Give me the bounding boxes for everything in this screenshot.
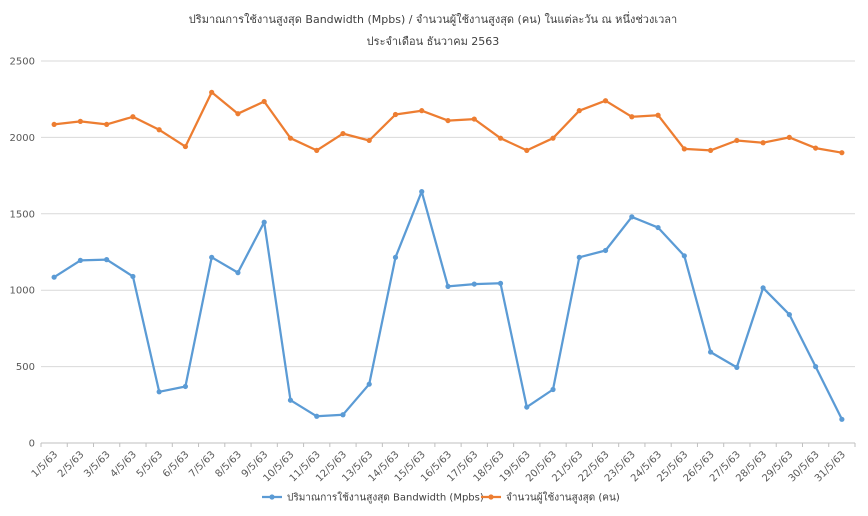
data-point [261, 219, 267, 225]
y-tick-label: 1500 [10, 209, 35, 220]
data-point [130, 273, 136, 280]
data-point [839, 416, 845, 422]
data-point [576, 108, 582, 114]
data-point [445, 117, 451, 124]
data-point [51, 121, 57, 128]
data-point [497, 280, 504, 286]
data-point [366, 381, 372, 387]
data-point [497, 135, 504, 141]
data-point [471, 281, 477, 287]
legend: ปริมาณการใช้งานสูงสุด Bandwidth (Mpbs) จำ… [262, 492, 620, 504]
data-point [760, 140, 766, 146]
chart-title: ปริมาณการใช้งานสูงสุด Bandwidth (Mpbs) /… [189, 11, 677, 26]
data-point [681, 146, 687, 152]
data-point [602, 247, 609, 254]
data-point [524, 404, 530, 410]
data-point [813, 364, 819, 370]
data-point [419, 108, 425, 114]
data-point [209, 254, 215, 260]
data-point [681, 253, 687, 259]
data-point [77, 118, 83, 124]
data-point [786, 134, 792, 140]
data-point [104, 121, 110, 128]
y-tick-label: 500 [16, 362, 35, 373]
data-point [760, 285, 766, 291]
data-point [445, 283, 451, 289]
data-point [340, 412, 346, 418]
data-point [209, 89, 215, 95]
data-point [629, 214, 635, 220]
data-point [524, 147, 530, 153]
data-point [419, 189, 425, 195]
legend-label: ปริมาณการใช้งานสูงสุด Bandwidth (Mpbs) [287, 492, 484, 504]
data-point [392, 254, 399, 260]
data-point [314, 147, 320, 153]
data-point [340, 130, 346, 137]
series-1 [51, 189, 845, 422]
series-line [53, 190, 843, 420]
legend-entry: จำนวนผู้ใช้งานสูงสุด (คน) [481, 492, 620, 504]
gridlines [41, 60, 855, 444]
data-point [287, 135, 294, 141]
series-2 [51, 89, 845, 156]
data-point [550, 386, 556, 393]
y-tick-label: 2000 [10, 133, 35, 144]
x-tick-label: 7/5/63 [187, 449, 218, 480]
data-point [550, 135, 556, 141]
data-point [366, 137, 372, 144]
data-point [786, 312, 792, 318]
x-tick-label: 4/5/63 [108, 449, 139, 480]
data-point [471, 116, 477, 122]
y-axis-tick-labels: 0 500 1000 1500 2000 2500 [10, 57, 35, 450]
y-tick-label: 0 [29, 439, 35, 450]
data-point [839, 150, 845, 156]
data-point [51, 274, 57, 280]
data-point [182, 143, 189, 150]
data-point [629, 114, 635, 120]
data-point [156, 389, 162, 395]
data-point [813, 145, 819, 151]
y-tick-label: 1000 [10, 286, 35, 297]
y-tick-label: 2500 [10, 57, 35, 68]
legend-swatch-marker [488, 494, 494, 500]
series-lines [51, 89, 845, 422]
legend-swatch-marker [269, 494, 275, 500]
x-tick-label: 8/5/63 [214, 449, 245, 480]
x-tick-label: 2/5/63 [56, 449, 87, 480]
data-point [314, 413, 320, 419]
x-tick-label: 6/5/63 [161, 449, 192, 480]
data-point [104, 257, 110, 263]
data-point [261, 98, 267, 105]
data-point [734, 364, 740, 370]
data-point [182, 383, 189, 390]
data-point [130, 114, 136, 120]
data-point [707, 349, 714, 355]
legend-entry: ปริมาณการใช้งานสูงสุด Bandwidth (Mpbs) [262, 492, 484, 504]
data-point [287, 397, 294, 403]
data-point [235, 270, 241, 276]
x-tick-label: 3/5/63 [82, 449, 113, 480]
data-point [235, 111, 241, 117]
data-point [576, 254, 582, 260]
data-point [77, 257, 83, 264]
x-tick-label: 5/5/63 [135, 449, 166, 480]
data-point [156, 127, 162, 133]
data-point [707, 147, 714, 153]
legend-label: จำนวนผู้ใช้งานสูงสุด (คน) [506, 492, 620, 504]
data-point [655, 224, 661, 231]
data-point [655, 112, 661, 118]
data-point [734, 137, 740, 144]
x-axis-tick-labels: 1/5/632/5/633/5/634/5/635/5/636/5/637/5/… [30, 443, 856, 484]
x-tick-label: 1/5/63 [30, 449, 61, 480]
chart-subtitle: ประจำเดือน ธันวาคม 2563 [367, 35, 500, 48]
data-point [602, 98, 609, 104]
data-point [392, 111, 399, 118]
